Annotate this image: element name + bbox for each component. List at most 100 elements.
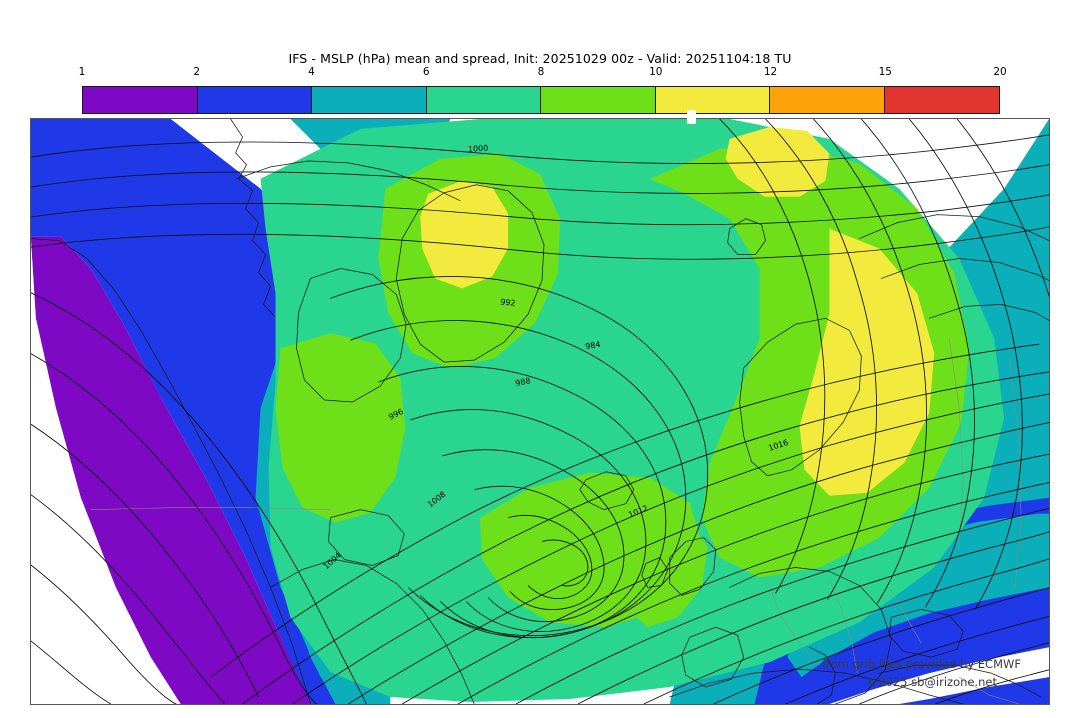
- fill-band-10-12-greenland-c: [420, 180, 509, 289]
- colorbar-notch: [687, 110, 696, 124]
- border-layer: [90, 338, 1022, 704]
- colorbar-tick-4: 4: [308, 66, 315, 78]
- colorbar-segment-15-20: [884, 87, 999, 113]
- coast-great-lakes: [328, 509, 405, 566]
- contour-line: [31, 164, 1049, 194]
- border-us-canada: [90, 507, 331, 510]
- contour-line: [378, 366, 667, 638]
- coast-hudson: [296, 268, 407, 403]
- colorbar-segment-4-6: [312, 87, 427, 113]
- map-panel[interactable]: 1000 984 1008 1016 1004 1012 988 992 996…: [30, 118, 1050, 705]
- colorbar-segments: [82, 86, 1000, 114]
- contour-line: [859, 642, 1049, 704]
- contour-line: [31, 640, 112, 704]
- coast-black-sea: [888, 608, 964, 658]
- fill-band-8-10-se-tail: [621, 522, 708, 628]
- contour-line: [541, 539, 589, 587]
- contour-line: [31, 423, 259, 698]
- colorbar-segment-12-15: [770, 87, 885, 113]
- mslp-contour-layer: [31, 119, 1049, 704]
- border-ru-2: [1008, 358, 1022, 588]
- colorbar-tick-labels: 1 2 4 6 8 10 12 15 20: [78, 66, 1007, 82]
- contour-line: [242, 371, 1049, 704]
- border-ru-1: [948, 338, 964, 548]
- contour-label: 988: [515, 376, 532, 388]
- coast-greenland: [395, 184, 545, 363]
- contour-line: [402, 453, 1049, 704]
- attribution-source: from grib files provided by ECMWF: [822, 657, 1021, 671]
- fill-band-1-2-southwest: [31, 236, 316, 704]
- contour-label: 1000: [468, 143, 489, 153]
- page-title: IFS - MSLP (hPa) mean and spread, Init: …: [288, 51, 792, 66]
- border-mideast: [959, 676, 1020, 704]
- coastline-layer: [31, 119, 1049, 704]
- contour-line: [31, 292, 367, 704]
- colorbar-tick-12: 12: [763, 66, 778, 78]
- border-eu-3: [889, 587, 922, 644]
- contour-line: [31, 353, 317, 704]
- contour-line: [719, 119, 826, 594]
- colorbar-segment-8-10: [541, 87, 656, 113]
- contour-line: [577, 531, 1049, 704]
- contour-line: [474, 485, 605, 610]
- colorbar-tick-8: 8: [537, 66, 545, 78]
- colorbar-segment-6-8: [426, 87, 541, 113]
- coast-north-africa: [669, 668, 964, 704]
- coast-siberia: [880, 258, 1049, 281]
- colorbar-tick-1: 1: [78, 66, 86, 78]
- coast-west-na: [31, 238, 311, 704]
- contour-line: [31, 194, 1049, 226]
- coast-europe: [729, 567, 892, 704]
- coast-iberia: [681, 626, 744, 688]
- fill-band-4-6-baltic: [787, 513, 1049, 678]
- contour-label: 992: [500, 297, 516, 308]
- map-canvas[interactable]: 1000 984 1008 1016 1004 1012 988 992 996: [31, 119, 1049, 704]
- colorbar-segment-2-4: [197, 87, 312, 113]
- coast-svalbard: [727, 218, 766, 255]
- attribution-copyright: ©2025 sb@irizone.net: [866, 675, 997, 689]
- contour-line: [31, 564, 177, 704]
- contour-line: [956, 119, 1049, 298]
- fill-band-8-10-labrador: [275, 333, 406, 523]
- contour-line: [713, 587, 1049, 704]
- colorbar-tick-10: 10: [649, 66, 663, 78]
- contour-line: [410, 409, 647, 632]
- contour-line: [935, 669, 1049, 704]
- colorbar: [82, 86, 1000, 114]
- contour-line: [908, 119, 1023, 610]
- contour-line: [348, 422, 1049, 704]
- colorbar-tick-2: 2: [193, 66, 201, 78]
- coast-italy: [809, 646, 836, 704]
- coast-iceland: [579, 471, 635, 511]
- coast-turkey: [878, 664, 1042, 698]
- contour-line: [515, 507, 1049, 704]
- coast-british-isles: [669, 537, 717, 596]
- contour-line: [31, 226, 1049, 260]
- contour-line: [31, 494, 225, 704]
- contour-line: [457, 482, 1049, 704]
- contour-line: [442, 449, 625, 622]
- contour-line: [210, 343, 1040, 678]
- contour-label: 984: [585, 340, 602, 351]
- colorbar-tick-20: 20: [993, 66, 1007, 78]
- contour-line: [813, 119, 927, 604]
- border-eu-1: [769, 587, 820, 666]
- fill-band-10-12-norwegian: [799, 228, 935, 496]
- colorbar-segment-1-2: [83, 87, 198, 113]
- coast-scandinavia: [739, 317, 862, 477]
- coast-alaska: [230, 119, 275, 317]
- contour-line: [785, 616, 1049, 704]
- contour-line: [31, 134, 1049, 164]
- colorbar-tick-15: 15: [878, 66, 892, 78]
- contour-line: [292, 393, 1049, 704]
- colorbar-tick-6: 6: [422, 66, 430, 78]
- contour-line: [330, 276, 709, 637]
- coast-canada-n: [236, 160, 461, 202]
- colorbar-segment-10-12: [655, 87, 770, 113]
- coast-kara: [928, 303, 1049, 321]
- contour-line: [765, 119, 878, 600]
- coast-east-na: [270, 559, 475, 704]
- contour-line: [643, 558, 1049, 704]
- contour-line: [861, 119, 975, 608]
